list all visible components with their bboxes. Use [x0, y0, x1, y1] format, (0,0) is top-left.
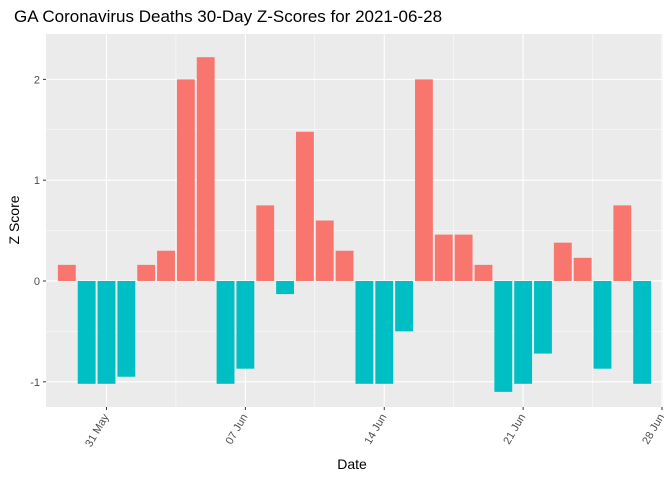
y-tick-label: 0: [34, 276, 40, 288]
bar: [315, 220, 334, 281]
bar: [633, 280, 652, 384]
bar: [534, 280, 552, 354]
bar: [196, 57, 215, 281]
x-tick-label: 31 May: [83, 412, 112, 450]
bar: [434, 234, 453, 281]
bar: [57, 264, 76, 281]
bar: [593, 280, 612, 369]
x-tick-label: 21 Jun: [501, 412, 528, 447]
bar: [157, 250, 175, 281]
bar: [395, 280, 414, 332]
y-axis-title: Z Score: [6, 195, 22, 244]
bar: [276, 280, 294, 295]
bar: [256, 205, 275, 281]
bar: [335, 250, 354, 281]
bar: [553, 242, 572, 281]
x-tick-label: 28 Jun: [640, 412, 667, 447]
bar: [176, 79, 195, 281]
bar: [474, 264, 493, 281]
bar: [216, 280, 235, 384]
plot-panel: [46, 34, 663, 407]
bar: [117, 280, 136, 377]
x-axis: 31 May 07 Jun 14 Jun 21 Jun 28 Jun: [83, 407, 667, 449]
bar: [77, 280, 96, 384]
bar: [236, 280, 255, 369]
bar: [573, 257, 592, 281]
bar: [137, 264, 156, 281]
y-axis: -1 0 1 2: [30, 74, 46, 389]
x-tick-label: 14 Jun: [362, 412, 389, 447]
bar: [97, 280, 116, 384]
x-axis-title: Date: [337, 456, 367, 472]
x-tick-label: 07 Jun: [224, 412, 251, 447]
bar: [415, 79, 433, 281]
bars: [57, 57, 652, 392]
bar: [494, 280, 513, 392]
bar: [355, 280, 374, 384]
y-tick-label: -1: [30, 377, 40, 389]
bar: [514, 280, 533, 384]
chart-title: GA Coronavirus Deaths 30-Day Z-Scores fo…: [14, 7, 442, 26]
bar: [613, 205, 632, 281]
y-tick-label: 2: [34, 74, 40, 86]
bar: [454, 234, 473, 281]
bar: [295, 131, 314, 281]
bar: [375, 280, 394, 384]
y-tick-label: 1: [34, 175, 40, 187]
